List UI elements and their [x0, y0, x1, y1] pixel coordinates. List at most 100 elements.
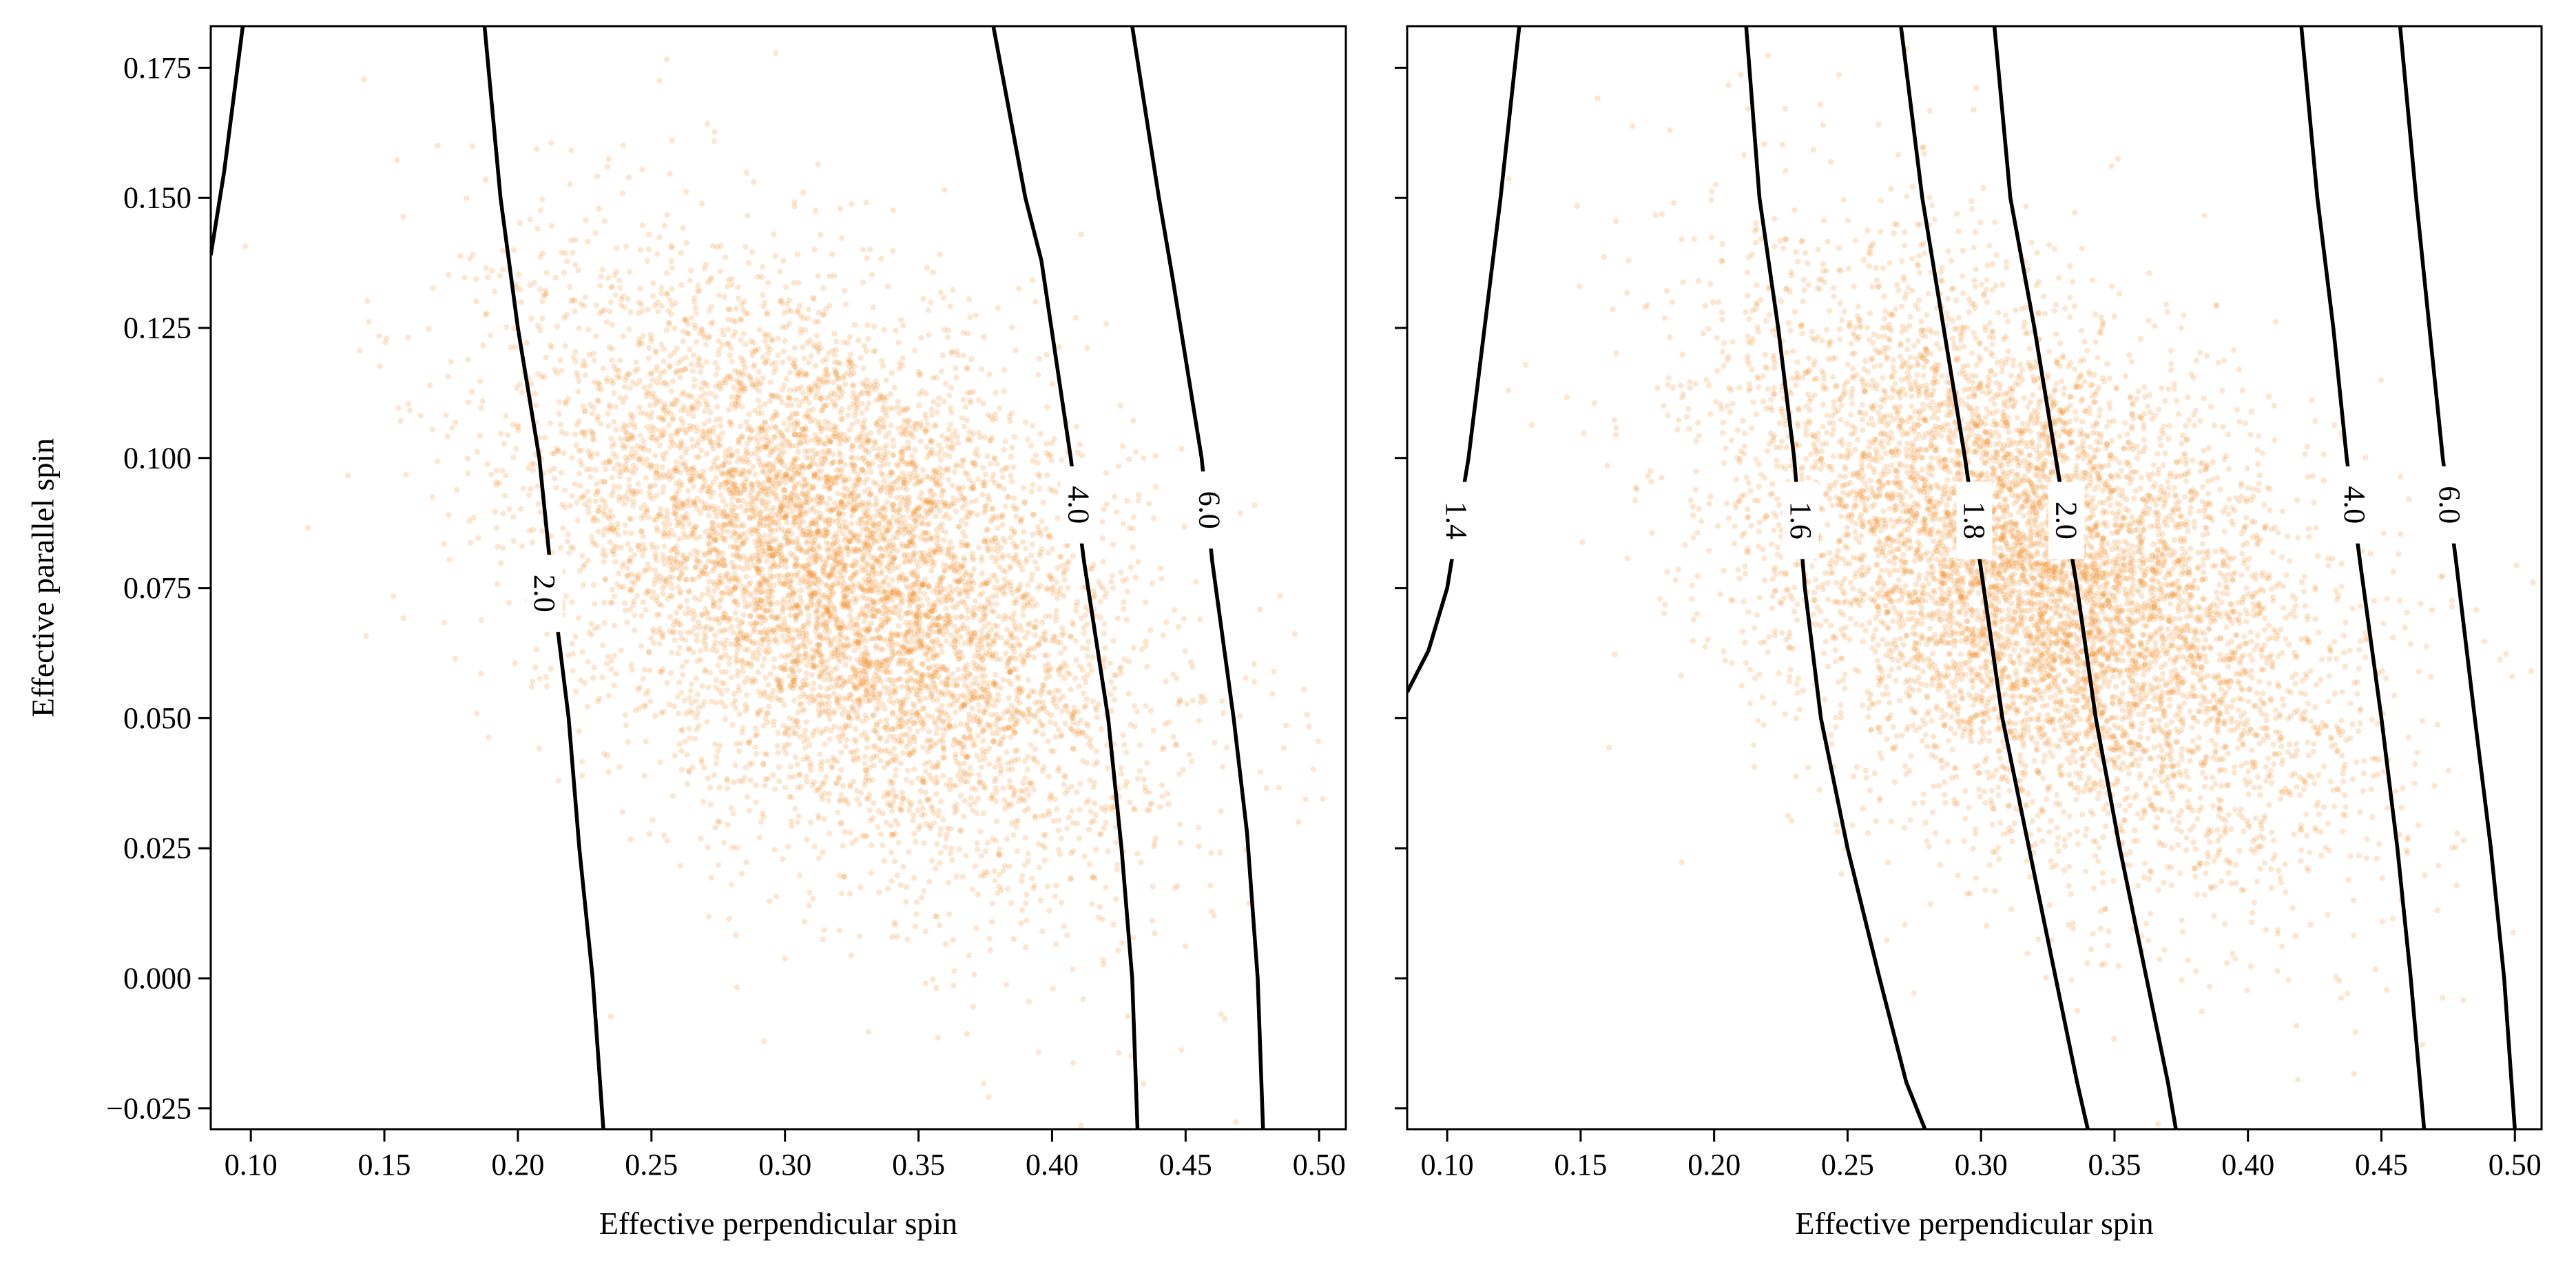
scatter-point: [699, 683, 705, 689]
scatter-point: [948, 500, 955, 506]
scatter-point: [930, 604, 937, 610]
scatter-point: [706, 532, 712, 539]
scatter-point: [652, 567, 658, 573]
scatter-point: [594, 488, 601, 494]
scatter-point: [849, 201, 855, 207]
scatter-point: [875, 823, 881, 830]
scatter-point: [792, 431, 798, 438]
scatter-point: [775, 624, 781, 631]
scatter-point: [478, 670, 484, 677]
scatter-point: [1066, 671, 1073, 677]
scatter-point: [841, 705, 847, 712]
scatter-point: [755, 545, 762, 552]
scatter-point: [569, 493, 575, 499]
scatter-point: [877, 570, 884, 577]
scatter-point: [862, 665, 868, 671]
scatter-point: [667, 297, 673, 303]
scatter-point: [643, 739, 649, 745]
scatter-point: [848, 678, 854, 685]
scatter-point: [666, 701, 673, 708]
scatter-point: [588, 474, 594, 480]
scatter-point: [1088, 819, 1094, 825]
scatter-point: [801, 355, 807, 362]
scatter-point: [612, 559, 619, 565]
scatter-point: [466, 399, 472, 406]
scatter-point: [700, 799, 707, 805]
scatter-point: [984, 453, 990, 460]
scatter-point: [1081, 854, 1088, 860]
scatter-point: [608, 435, 614, 442]
scatter-point: [855, 639, 861, 646]
scatter-point: [880, 362, 886, 369]
scatter-point: [913, 899, 920, 905]
scatter-point: [776, 520, 782, 527]
scatter-point: [650, 626, 656, 632]
scatter-point: [581, 493, 588, 499]
scatter-point: [724, 776, 731, 782]
scatter-point: [965, 630, 971, 637]
scatter-point: [883, 530, 889, 536]
scatter-point: [791, 502, 798, 508]
scatter-points: [242, 50, 1326, 1129]
scatter-point: [658, 285, 665, 291]
scatter-point: [680, 338, 686, 344]
scatter-point: [999, 522, 1006, 528]
scatter-point: [810, 601, 817, 608]
scatter-point: [717, 268, 724, 275]
scatter-point: [683, 354, 689, 360]
scatter-point: [791, 658, 798, 664]
scatter-point: [621, 501, 627, 508]
scatter-point: [775, 750, 781, 756]
scatter-point: [1084, 344, 1090, 351]
scatter-point: [866, 764, 873, 771]
scatter-point: [889, 370, 895, 376]
scatter-point: [1056, 344, 1063, 350]
scatter-point: [736, 748, 742, 754]
scatter-point: [859, 833, 866, 839]
scatter-point: [989, 516, 995, 522]
scatter-point: [527, 216, 533, 223]
scatter-point: [1054, 806, 1060, 812]
scatter-point: [1161, 745, 1167, 751]
scatter-point: [998, 544, 1004, 550]
scatter-point: [793, 563, 799, 570]
scatter-point: [792, 730, 798, 736]
scatter-point: [668, 258, 675, 265]
scatter-point: [699, 200, 705, 207]
scatter-point: [883, 393, 890, 400]
scatter-point: [803, 454, 809, 461]
scatter-point: [836, 526, 843, 533]
scatter-point: [742, 364, 748, 371]
scatter-point: [981, 509, 988, 515]
scatter-point: [400, 615, 406, 621]
scatter-point: [819, 759, 825, 765]
scatter-point: [751, 619, 758, 626]
scatter-point: [670, 546, 676, 552]
scatter-point: [1186, 752, 1192, 758]
scatter-point: [1144, 807, 1150, 814]
scatter-point: [1017, 642, 1024, 649]
scatter-point: [898, 738, 904, 744]
scatter-point: [985, 546, 992, 552]
scatter-point: [935, 1034, 941, 1041]
scatter-point: [893, 817, 899, 824]
scatter-point: [899, 598, 906, 604]
scatter-point: [672, 637, 678, 643]
scatter-point: [824, 473, 830, 479]
scatter-point: [924, 265, 931, 271]
scatter-point: [756, 443, 762, 449]
scatter-point: [922, 790, 929, 796]
scatter-point: [884, 800, 891, 807]
scatter-point: [697, 648, 704, 655]
scatter-point: [609, 322, 616, 328]
scatter-point: [871, 555, 877, 562]
scatter-point: [833, 347, 839, 353]
scatter-point: [770, 574, 776, 580]
scatter-point: [975, 512, 981, 518]
scatter-point: [1006, 553, 1012, 559]
scatter-point: [978, 764, 985, 770]
scatter-point: [584, 488, 591, 495]
scatter-point: [953, 428, 959, 435]
scatter-point: [977, 434, 984, 440]
